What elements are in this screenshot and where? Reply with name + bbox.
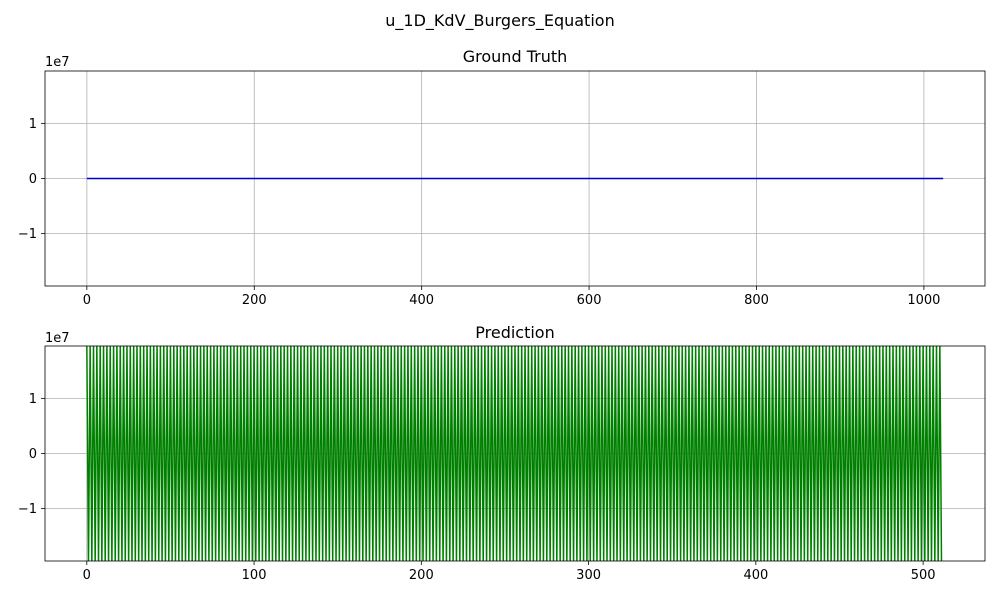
subplot-title: Ground Truth [463,47,568,66]
series-layer [86,346,943,561]
x-tick-label: 300 [576,568,601,583]
y-tick-label: 1 [29,392,37,407]
subplot-title: Prediction [475,323,554,342]
x-tick-label: 1000 [907,293,940,308]
x-tick-label: 800 [744,293,769,308]
x-tick-label: 500 [911,568,936,583]
y-tick-label: 0 [29,172,37,187]
tick-layer: 0 200 400 600 800 1000 −1 0 1 [18,117,941,308]
figure-suptitle: u_1D_KdV_Burgers_Equation [385,11,614,31]
x-tick-label: 400 [743,568,768,583]
x-tick-label: 0 [83,293,91,308]
series-line [86,346,943,561]
tick-layer: 0 100 200 300 400 500 −1 0 1 [18,392,936,583]
y-offset-label: 1e7 [45,331,70,346]
y-offset-label: 1e7 [45,55,70,70]
subplot-prediction: Prediction 1e7 0 100 200 300 400 500 −1 0 1 [18,323,986,583]
y-tick-label: 0 [29,447,37,462]
y-tick-label: −1 [18,227,37,242]
x-tick-label: 600 [577,293,602,308]
x-tick-label: 200 [242,293,267,308]
x-tick-label: 200 [409,568,434,583]
x-tick-label: 400 [409,293,434,308]
x-tick-label: 0 [83,568,91,583]
y-tick-label: 1 [29,117,37,132]
subplot-ground-truth: Ground Truth 1e7 0 200 400 600 800 1000 −1 0 1 [18,47,986,308]
y-tick-label: −1 [18,502,37,517]
x-tick-label: 100 [242,568,267,583]
